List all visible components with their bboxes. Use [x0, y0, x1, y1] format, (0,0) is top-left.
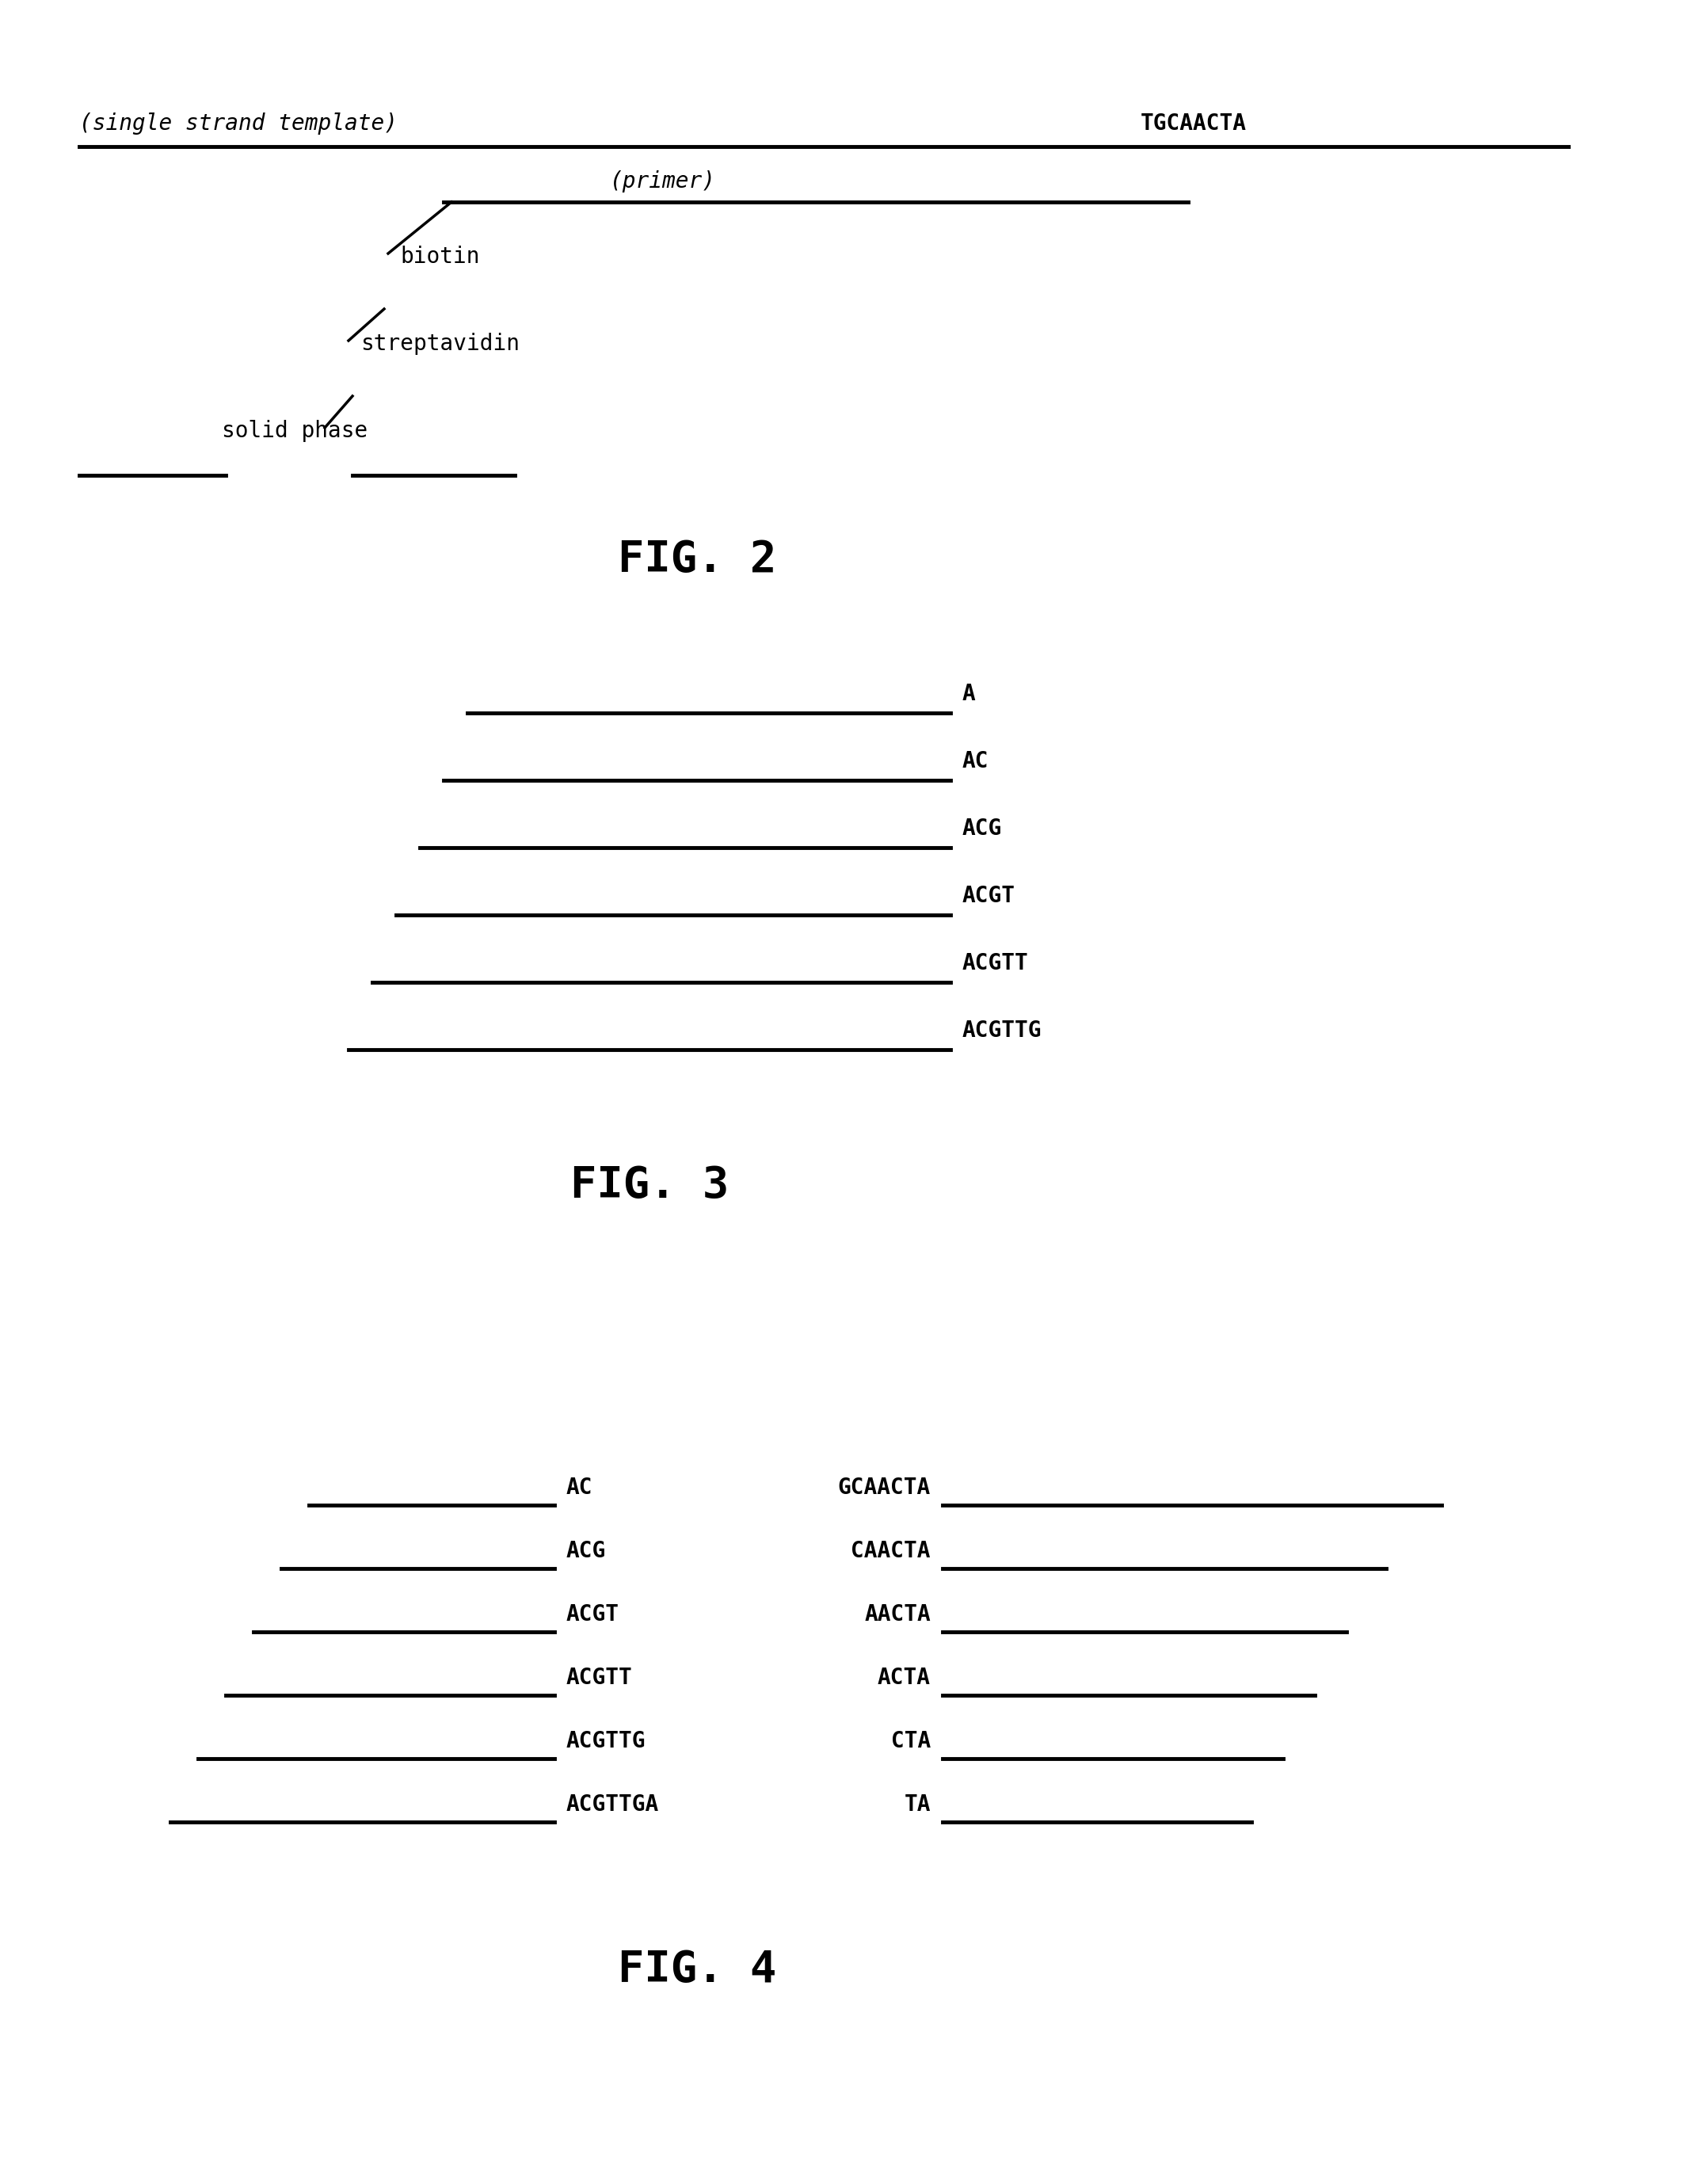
Text: CAACTA: CAACTA — [851, 1540, 931, 1562]
Text: biotin: biotin — [399, 245, 479, 269]
Text: FIG. 3: FIG. 3 — [571, 1164, 729, 1206]
Text: CTA: CTA — [890, 1730, 931, 1752]
Text: (single strand template): (single strand template) — [80, 114, 398, 135]
Text: ACGTT: ACGTT — [962, 952, 1028, 974]
Text: ACGT: ACGT — [962, 885, 1016, 906]
Text: FIG. 4: FIG. 4 — [618, 1948, 776, 1990]
Text: streptavidin: streptavidin — [360, 332, 520, 354]
Text: ACG: ACG — [566, 1540, 607, 1562]
Text: solid phase: solid phase — [223, 419, 367, 441]
Text: (primer): (primer) — [610, 170, 715, 192]
Text: A: A — [962, 684, 975, 705]
Text: ACGTT: ACGTT — [566, 1666, 632, 1688]
Text: FIG. 2: FIG. 2 — [618, 539, 776, 581]
Text: ACGTTG: ACGTTG — [962, 1020, 1041, 1042]
Text: ACG: ACG — [962, 817, 1002, 839]
Text: AC: AC — [566, 1476, 593, 1498]
Text: AC: AC — [962, 749, 989, 773]
Text: ACGTTG: ACGTTG — [566, 1730, 646, 1752]
Text: ACGT: ACGT — [566, 1603, 620, 1625]
Text: ACTA: ACTA — [878, 1666, 931, 1688]
Text: TGCAACTA: TGCAACTA — [1140, 114, 1247, 135]
Text: TA: TA — [904, 1793, 931, 1815]
Text: ACGTTGA: ACGTTGA — [566, 1793, 659, 1815]
Text: GCAACTA: GCAACTA — [838, 1476, 931, 1498]
Text: AACTA: AACTA — [865, 1603, 931, 1625]
